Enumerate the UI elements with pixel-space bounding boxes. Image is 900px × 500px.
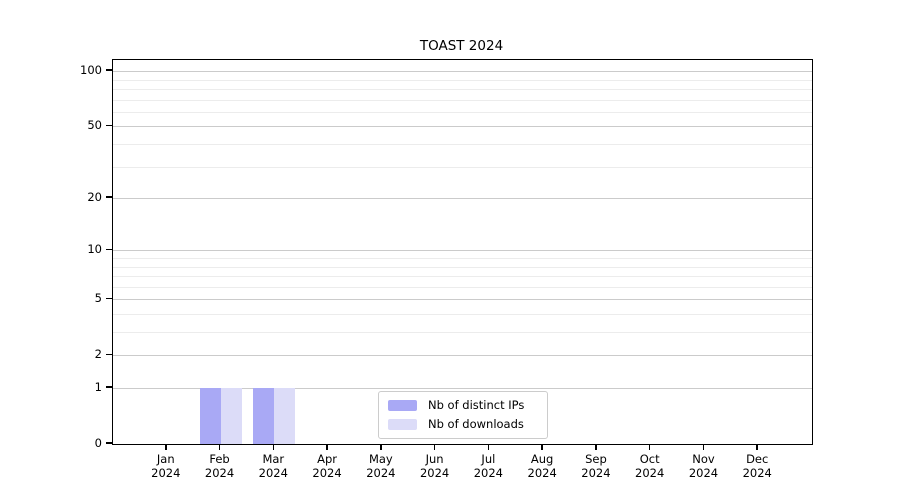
y-tick-10 bbox=[106, 248, 112, 251]
y-tick-5 bbox=[106, 297, 112, 299]
x-tick-month-sep: Sep bbox=[585, 452, 607, 466]
bar-downloads-mar bbox=[274, 388, 296, 444]
x-tick-month-nov: Nov bbox=[692, 452, 715, 466]
x-tick-label-mar: Mar 2024 bbox=[245, 452, 301, 480]
x-tick-year-dec: 2024 bbox=[742, 466, 772, 480]
minor-gridline-30 bbox=[113, 166, 812, 168]
minor-gridline-6 bbox=[113, 286, 812, 288]
legend-item-distinct-ips: Nb of distinct IPs bbox=[388, 399, 538, 412]
y-tick-1 bbox=[106, 386, 112, 388]
legend-label-distinct-ips: Nb of distinct IPs bbox=[428, 398, 525, 412]
x-tick-label-apr: Apr 2024 bbox=[299, 452, 355, 480]
y-tick-label-20: 20 bbox=[87, 190, 102, 205]
major-gridline-20 bbox=[113, 198, 812, 200]
y-tick-0 bbox=[106, 442, 112, 444]
minor-gridline-8 bbox=[113, 266, 812, 268]
x-tick-year-sep: 2024 bbox=[581, 466, 611, 480]
legend-label-downloads: Nb of downloads bbox=[428, 417, 524, 431]
x-tick-mar bbox=[272, 444, 275, 450]
x-tick-year-oct: 2024 bbox=[635, 466, 665, 480]
x-tick-month-may: May bbox=[368, 452, 393, 466]
x-tick-label-nov: Nov 2024 bbox=[675, 452, 731, 480]
x-tick-year-may: 2024 bbox=[366, 466, 396, 480]
x-tick-year-nov: 2024 bbox=[688, 466, 719, 480]
major-gridline-5 bbox=[113, 299, 812, 301]
y-tick-label-0: 0 bbox=[94, 436, 102, 450]
x-tick-month-jun: Jun bbox=[425, 452, 444, 466]
legend: Nb of distinct IPs Nb of downloads bbox=[378, 391, 548, 439]
y-tick-label-5: 5 bbox=[94, 291, 102, 306]
minor-gridline-60 bbox=[113, 111, 812, 113]
x-tick-apr bbox=[326, 444, 328, 450]
y-tick-label-100: 100 bbox=[80, 63, 102, 78]
x-tick-label-oct: Oct 2024 bbox=[622, 452, 678, 480]
major-gridline-100 bbox=[113, 71, 812, 73]
x-tick-year-aug: 2024 bbox=[527, 466, 557, 480]
y-tick-label-1: 1 bbox=[94, 380, 102, 394]
x-tick-year-jun: 2024 bbox=[419, 466, 450, 480]
y-tick-2 bbox=[106, 353, 112, 355]
y-tick-label-10: 10 bbox=[87, 242, 102, 257]
x-tick-may bbox=[380, 444, 382, 450]
major-gridline-1 bbox=[113, 388, 812, 389]
x-tick-dec bbox=[756, 444, 758, 450]
minor-gridline-3 bbox=[113, 332, 812, 333]
x-tick-month-aug: Aug bbox=[530, 452, 554, 466]
x-tick-month-jul: Jul bbox=[481, 452, 496, 466]
x-tick-jun bbox=[433, 444, 436, 450]
x-tick-sep bbox=[595, 444, 597, 450]
x-tick-year-apr: 2024 bbox=[312, 466, 342, 480]
x-tick-label-may: May 2024 bbox=[353, 452, 409, 480]
legend-item-downloads: Nb of downloads bbox=[388, 418, 538, 431]
x-tick-jan bbox=[165, 444, 167, 450]
x-tick-nov bbox=[702, 444, 705, 450]
x-tick-label-jun: Jun 2024 bbox=[407, 452, 463, 480]
y-tick-label-50: 50 bbox=[87, 118, 102, 133]
x-tick-oct bbox=[648, 444, 651, 450]
y-tick-label-2: 2 bbox=[94, 347, 102, 362]
y-tick-100 bbox=[106, 69, 112, 71]
y-tick-50 bbox=[106, 124, 112, 127]
x-tick-month-dec: Dec bbox=[746, 452, 769, 466]
minor-gridline-4 bbox=[113, 313, 812, 315]
x-tick-jul bbox=[487, 444, 490, 450]
plot-area bbox=[112, 59, 813, 445]
x-tick-label-jul: Jul 2024 bbox=[460, 452, 516, 480]
bar-distinct-ips-mar bbox=[253, 388, 275, 444]
x-tick-month-feb: Feb bbox=[209, 452, 230, 466]
x-tick-feb bbox=[218, 444, 221, 450]
x-tick-month-jan: Jan bbox=[156, 452, 175, 466]
minor-gridline-80 bbox=[113, 89, 812, 90]
minor-gridline-40 bbox=[113, 144, 812, 145]
x-tick-label-feb: Feb 2024 bbox=[192, 452, 248, 480]
legend-swatch-distinct-ips bbox=[388, 400, 417, 411]
x-tick-year-jan: 2024 bbox=[151, 466, 181, 480]
x-tick-year-feb: 2024 bbox=[204, 466, 235, 480]
x-tick-month-apr: Apr bbox=[317, 452, 338, 466]
x-tick-year-jul: 2024 bbox=[473, 466, 504, 480]
x-tick-label-aug: Aug 2024 bbox=[514, 452, 570, 480]
x-tick-month-oct: Oct bbox=[639, 452, 660, 466]
y-tick-20 bbox=[106, 196, 112, 198]
legend-swatch-downloads bbox=[388, 419, 417, 430]
x-tick-label-dec: Dec 2024 bbox=[729, 452, 785, 480]
major-gridline-50 bbox=[113, 126, 812, 128]
bar-distinct-ips-feb bbox=[199, 388, 221, 444]
major-gridline-10 bbox=[113, 250, 812, 252]
x-tick-year-mar: 2024 bbox=[258, 466, 288, 480]
bar-downloads-feb bbox=[220, 388, 242, 444]
x-tick-aug bbox=[541, 444, 543, 450]
minor-gridline-70 bbox=[113, 99, 812, 101]
minor-gridline-90 bbox=[113, 79, 812, 81]
minor-gridline-7 bbox=[113, 276, 812, 278]
major-gridline-2 bbox=[113, 355, 812, 357]
x-tick-month-mar: Mar bbox=[262, 452, 285, 466]
chart-title: TOAST 2024 bbox=[419, 38, 504, 54]
minor-gridline-9 bbox=[113, 257, 812, 259]
x-tick-label-sep: Sep 2024 bbox=[568, 452, 624, 480]
x-tick-label-jan: Jan 2024 bbox=[138, 452, 194, 480]
